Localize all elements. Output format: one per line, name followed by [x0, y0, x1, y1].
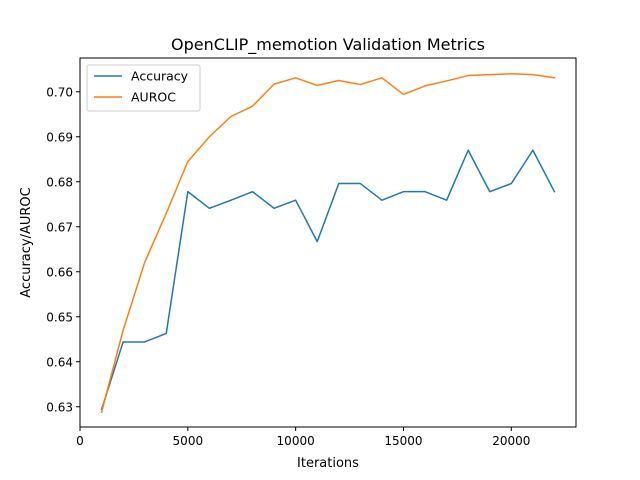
x-tick-label: 20000 [492, 434, 530, 448]
y-axis: 0.63 0.64 0.65 0.66 0.67 0.68 0.69 0.70 [46, 85, 80, 414]
x-tick-label: 5000 [173, 434, 204, 448]
y-tick-label: 0.69 [46, 130, 73, 144]
plot-area [79, 57, 577, 428]
y-tick-label: 0.67 [46, 220, 73, 234]
x-tick-label: 15000 [384, 434, 422, 448]
y-tick-label: 0.68 [46, 175, 73, 189]
x-axis-label: Iterations [297, 456, 359, 471]
y-tick-label: 0.65 [46, 310, 73, 324]
y-tick-label: 0.64 [46, 355, 73, 369]
plot-frame [79, 57, 577, 428]
legend: Accuracy AUROC [86, 64, 201, 112]
x-axis: 0 5000 10000 15000 20000 [76, 427, 530, 448]
x-tick-label: 10000 [277, 434, 315, 448]
legend-label-auroc: AUROC [131, 90, 176, 105]
y-axis-label: Accuracy/AUROC [19, 187, 34, 297]
legend-label-accuracy: Accuracy [131, 69, 189, 84]
y-tick-label: 0.63 [46, 400, 73, 414]
series-line-accuracy [100, 149, 556, 411]
chart-title: OpenCLIP_memotion Validation Metrics [171, 35, 485, 55]
y-tick-label: 0.70 [46, 85, 73, 99]
series-layer [100, 73, 556, 414]
x-tick-label: 0 [76, 434, 84, 448]
series-line-auroc [100, 73, 556, 414]
y-tick-label: 0.66 [46, 265, 73, 279]
